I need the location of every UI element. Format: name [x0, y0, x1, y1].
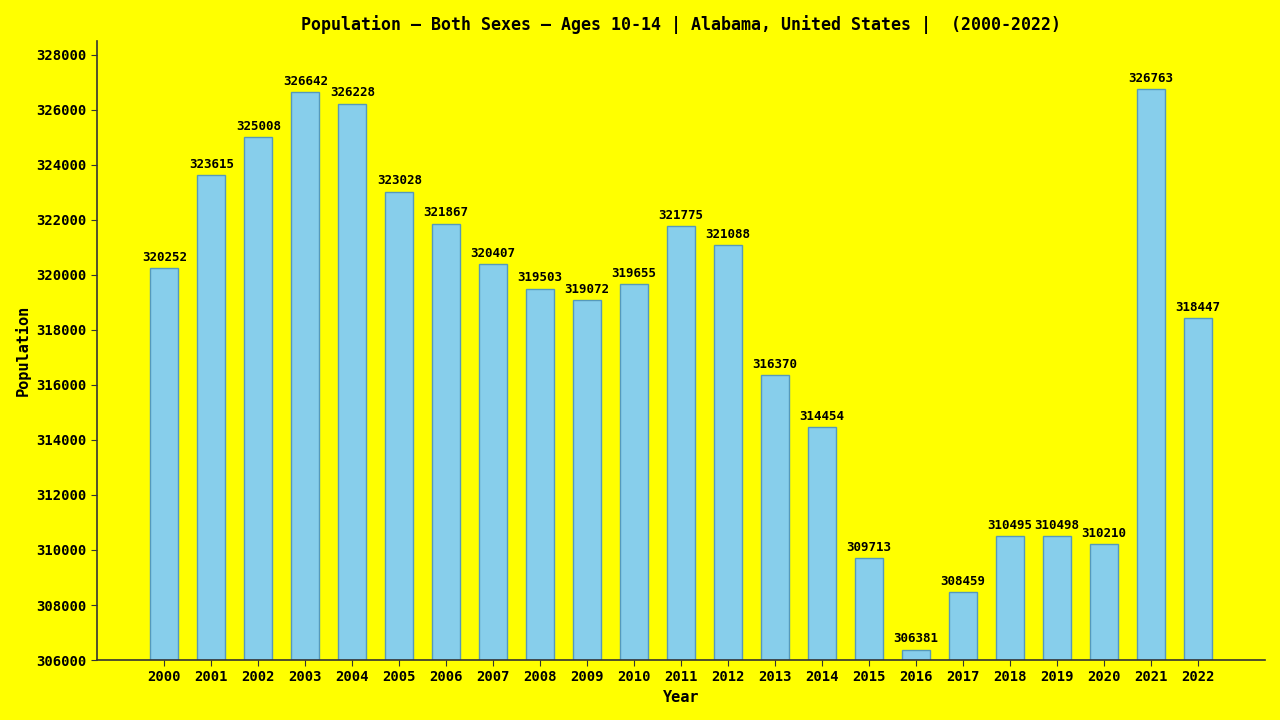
Text: 316370: 316370 — [753, 358, 797, 371]
Bar — [1137, 89, 1165, 660]
Text: 309713: 309713 — [846, 541, 891, 554]
Bar — [385, 192, 413, 660]
Bar — [338, 104, 366, 660]
Bar — [573, 300, 602, 660]
Text: 310210: 310210 — [1082, 527, 1126, 540]
Text: 326642: 326642 — [283, 75, 328, 88]
Bar — [1043, 536, 1071, 660]
Text: 319655: 319655 — [612, 267, 657, 280]
Bar — [855, 558, 883, 660]
Text: 321088: 321088 — [705, 228, 750, 241]
Text: 321775: 321775 — [659, 209, 704, 222]
Text: 308459: 308459 — [941, 575, 986, 588]
Bar — [808, 428, 836, 660]
Text: 323028: 323028 — [376, 174, 422, 187]
Bar — [762, 375, 790, 660]
Text: 319503: 319503 — [517, 271, 563, 284]
Bar — [667, 226, 695, 660]
Text: 321867: 321867 — [424, 207, 468, 220]
Text: 310498: 310498 — [1034, 519, 1079, 532]
Bar — [948, 593, 977, 660]
Text: 320252: 320252 — [142, 251, 187, 264]
Text: 319072: 319072 — [564, 283, 609, 297]
Text: 326228: 326228 — [330, 86, 375, 99]
Text: 314454: 314454 — [800, 410, 845, 423]
Bar — [433, 223, 461, 660]
Bar — [244, 137, 273, 660]
Bar — [902, 649, 931, 660]
Text: 318447: 318447 — [1175, 300, 1220, 313]
Bar — [714, 245, 742, 660]
Text: 310495: 310495 — [987, 519, 1033, 532]
Bar — [479, 264, 507, 660]
Text: 325008: 325008 — [236, 120, 280, 133]
Text: 306381: 306381 — [893, 632, 938, 645]
Bar — [1184, 318, 1212, 660]
Bar — [1089, 544, 1117, 660]
Bar — [526, 289, 554, 660]
Bar — [292, 92, 320, 660]
Text: 326763: 326763 — [1129, 72, 1174, 85]
Bar — [620, 284, 648, 660]
Title: Population – Both Sexes – Ages 10-14 | Alabama, United States |  (2000-2022): Population – Both Sexes – Ages 10-14 | A… — [301, 15, 1061, 34]
Bar — [996, 536, 1024, 660]
Text: 320407: 320407 — [471, 246, 516, 260]
Text: 323615: 323615 — [189, 158, 234, 171]
Bar — [197, 176, 225, 660]
Bar — [150, 268, 178, 660]
X-axis label: Year: Year — [663, 690, 699, 705]
Y-axis label: Population: Population — [15, 305, 31, 396]
